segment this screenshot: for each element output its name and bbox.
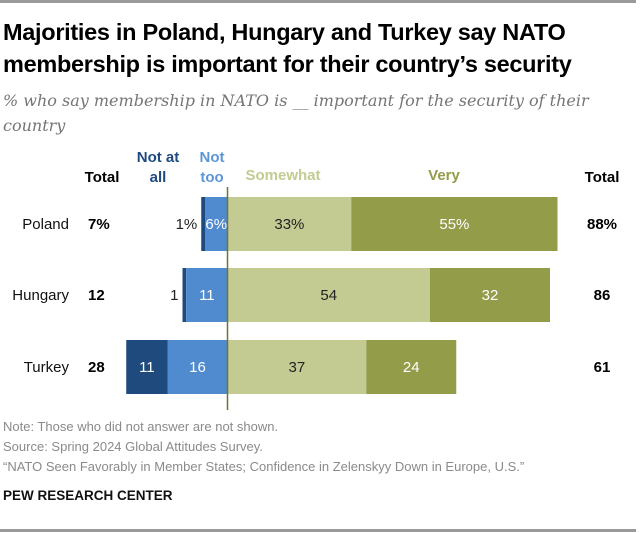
data-label: 33% [274, 216, 304, 233]
chart-title: Majorities in Poland, Hungary and Turkey… [3, 19, 572, 77]
data-label: 11 [199, 287, 215, 304]
bar-very [430, 268, 550, 322]
header-total-positive: Total [585, 169, 620, 186]
pew-logo-text: PEW RESEARCH CENTER [3, 488, 173, 503]
total-negative-label: 28 [88, 359, 105, 376]
data-label: 1 [170, 287, 178, 304]
data-label: 6% [205, 216, 227, 233]
notes: Note: Those who did not answer are not s… [3, 417, 524, 477]
total-positive-label: 88% [587, 216, 617, 233]
data-label: 16 [189, 359, 206, 376]
header-very: Very [428, 167, 460, 184]
data-label: 54 [320, 287, 337, 304]
header-somewhat: Somewhat [245, 167, 320, 184]
header-total-negative: Total [85, 169, 120, 186]
category-label: Poland [22, 216, 69, 233]
bar-not-at-all [182, 268, 187, 322]
bar-not-too [186, 268, 228, 322]
data-label: 11 [139, 359, 155, 376]
bar-very [366, 340, 457, 394]
data-label: 37 [289, 359, 306, 376]
note-text: Note: Those who did not answer are not s… [3, 419, 279, 434]
data-label: 1% [176, 216, 198, 233]
data-label: 32 [482, 287, 499, 304]
bar-very [351, 197, 558, 251]
category-label: Hungary [12, 287, 69, 304]
report-title: “NATO Seen Favorably in Member States; C… [3, 459, 525, 474]
chart-subtitle: % who say membership in NATO is __ impor… [3, 91, 589, 135]
bar-not-at-all [126, 340, 168, 394]
total-negative-label: 12 [88, 287, 105, 304]
total-negative-label: 7% [88, 216, 110, 233]
total-positive-label: 86 [594, 287, 611, 304]
bar-somewhat [227, 340, 367, 394]
category-label: Turkey [24, 359, 70, 376]
bar-not-too [205, 197, 228, 251]
header-not-at-all-line2: all [150, 169, 167, 186]
top-rule [0, 0, 636, 3]
header-not-too-line1: Not [200, 149, 225, 166]
diverging-bar-chart: Total Not at all Not too Somewhat Very T… [12, 149, 620, 410]
data-label: 55% [439, 216, 469, 233]
source-text: Source: Spring 2024 Global Attitudes Sur… [3, 439, 263, 454]
bar-somewhat [227, 197, 352, 251]
total-positive-label: 61 [594, 359, 611, 376]
header-not-at-all-line1: Not at [137, 149, 180, 166]
bar-not-too [167, 340, 228, 394]
bottom-rule [0, 529, 636, 532]
data-label: 24 [403, 359, 420, 376]
bar-somewhat [227, 268, 430, 322]
bar-not-at-all [201, 197, 205, 251]
header-not-too-line2: too [200, 169, 223, 186]
